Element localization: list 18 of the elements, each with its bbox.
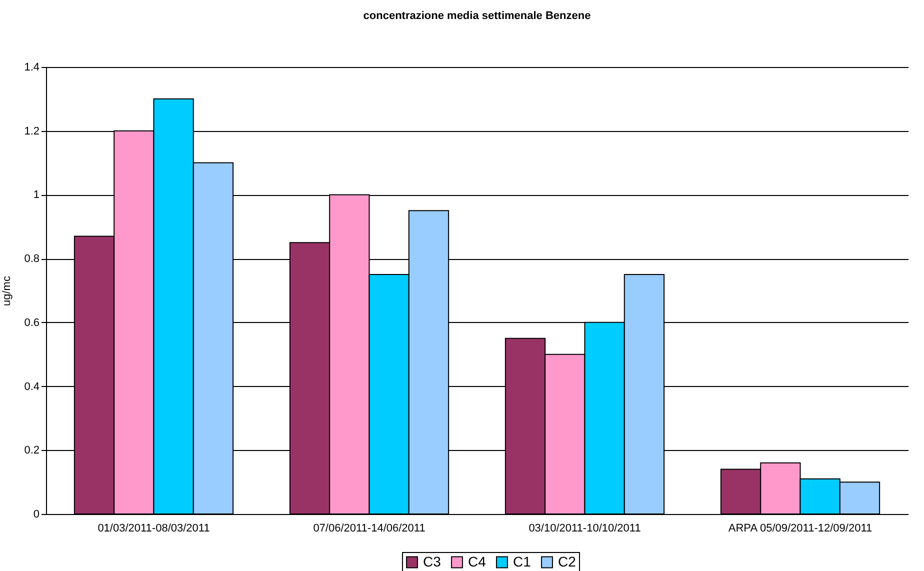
legend-label: C3 bbox=[423, 553, 442, 570]
y-tick-label: 0 bbox=[33, 508, 40, 520]
legend-label: C2 bbox=[558, 553, 576, 570]
y-tick-label: 1.4 bbox=[24, 62, 40, 74]
y-tick-label: 0.2 bbox=[24, 444, 40, 457]
x-tick-label: 07/06/2011-14/06/2011 bbox=[313, 522, 426, 534]
x-tick-label: 01/03/2011-08/03/2011 bbox=[98, 522, 210, 534]
y-tick-label: 0.4 bbox=[24, 380, 40, 393]
x-tick-label: 03/10/2011-10/10/2011 bbox=[528, 522, 641, 534]
y-tick-label: 0.6 bbox=[24, 316, 40, 329]
legend-label: C1 bbox=[513, 553, 532, 570]
x-tick-label: ARPA 05/09/2011-12/09/2011 bbox=[728, 522, 872, 534]
y-tick-label: 1 bbox=[33, 189, 40, 202]
y-tick-label: 1.2 bbox=[24, 125, 40, 138]
chart-title: concentrazione media settimenale Benzene bbox=[363, 10, 591, 22]
legend-label: C4 bbox=[468, 553, 486, 570]
y-tick-label: 0.8 bbox=[24, 253, 40, 266]
y-axis-title: ug/mc bbox=[1, 276, 14, 306]
